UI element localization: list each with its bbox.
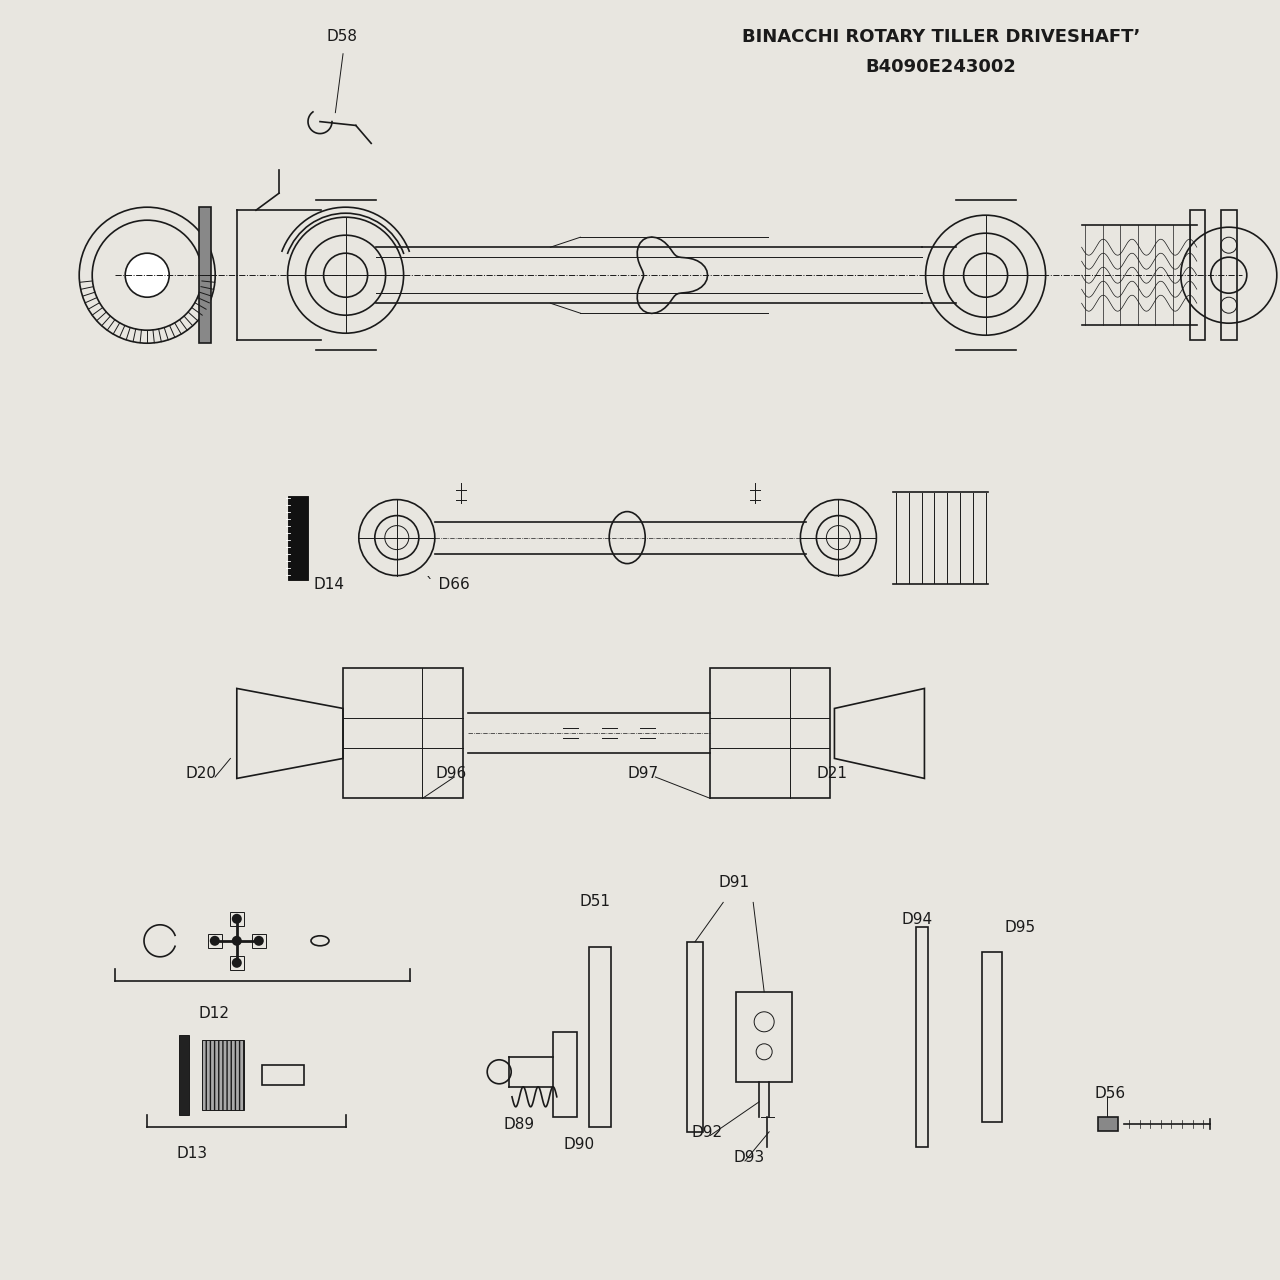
Circle shape xyxy=(232,914,242,924)
Circle shape xyxy=(253,936,264,946)
Text: D14: D14 xyxy=(314,577,344,591)
Bar xyxy=(252,934,266,947)
Text: D91: D91 xyxy=(718,876,749,891)
Bar xyxy=(982,952,1002,1121)
Text: D89: D89 xyxy=(503,1117,534,1132)
Bar xyxy=(1098,1117,1119,1130)
Circle shape xyxy=(232,957,242,968)
Bar xyxy=(179,1036,189,1115)
Text: D92: D92 xyxy=(691,1125,722,1139)
Bar xyxy=(915,927,928,1147)
Text: D21: D21 xyxy=(817,767,847,781)
Bar xyxy=(710,668,831,799)
Bar xyxy=(687,942,703,1132)
Text: D51: D51 xyxy=(580,895,611,909)
Bar xyxy=(553,1032,577,1117)
Bar xyxy=(343,668,463,799)
Text: D96: D96 xyxy=(435,767,466,781)
Bar xyxy=(200,207,211,343)
Text: D94: D94 xyxy=(901,913,932,927)
Text: D13: D13 xyxy=(177,1147,207,1161)
Text: D95: D95 xyxy=(1005,920,1036,934)
Bar xyxy=(207,934,221,947)
Bar xyxy=(1221,210,1236,340)
Bar xyxy=(262,1065,305,1085)
Text: B4090E243002: B4090E243002 xyxy=(865,58,1016,76)
Text: D90: D90 xyxy=(563,1138,594,1152)
Bar xyxy=(230,956,243,970)
Bar xyxy=(589,947,611,1126)
Text: BINACCHI ROTARY TILLER DRIVESHAFTʼ: BINACCHI ROTARY TILLER DRIVESHAFTʼ xyxy=(741,28,1140,46)
Text: D56: D56 xyxy=(1094,1087,1125,1101)
Bar xyxy=(736,992,792,1082)
Text: D12: D12 xyxy=(198,1006,229,1020)
Bar xyxy=(202,1041,244,1110)
Text: D20: D20 xyxy=(186,767,216,781)
Text: ` D66: ` D66 xyxy=(426,577,470,591)
Text: D97: D97 xyxy=(627,767,658,781)
Bar xyxy=(288,495,308,580)
Circle shape xyxy=(125,253,169,297)
Bar xyxy=(1190,210,1206,340)
Text: D93: D93 xyxy=(733,1151,764,1165)
Text: D58: D58 xyxy=(326,29,357,44)
Bar xyxy=(230,911,243,925)
Circle shape xyxy=(210,936,220,946)
Circle shape xyxy=(232,936,242,946)
